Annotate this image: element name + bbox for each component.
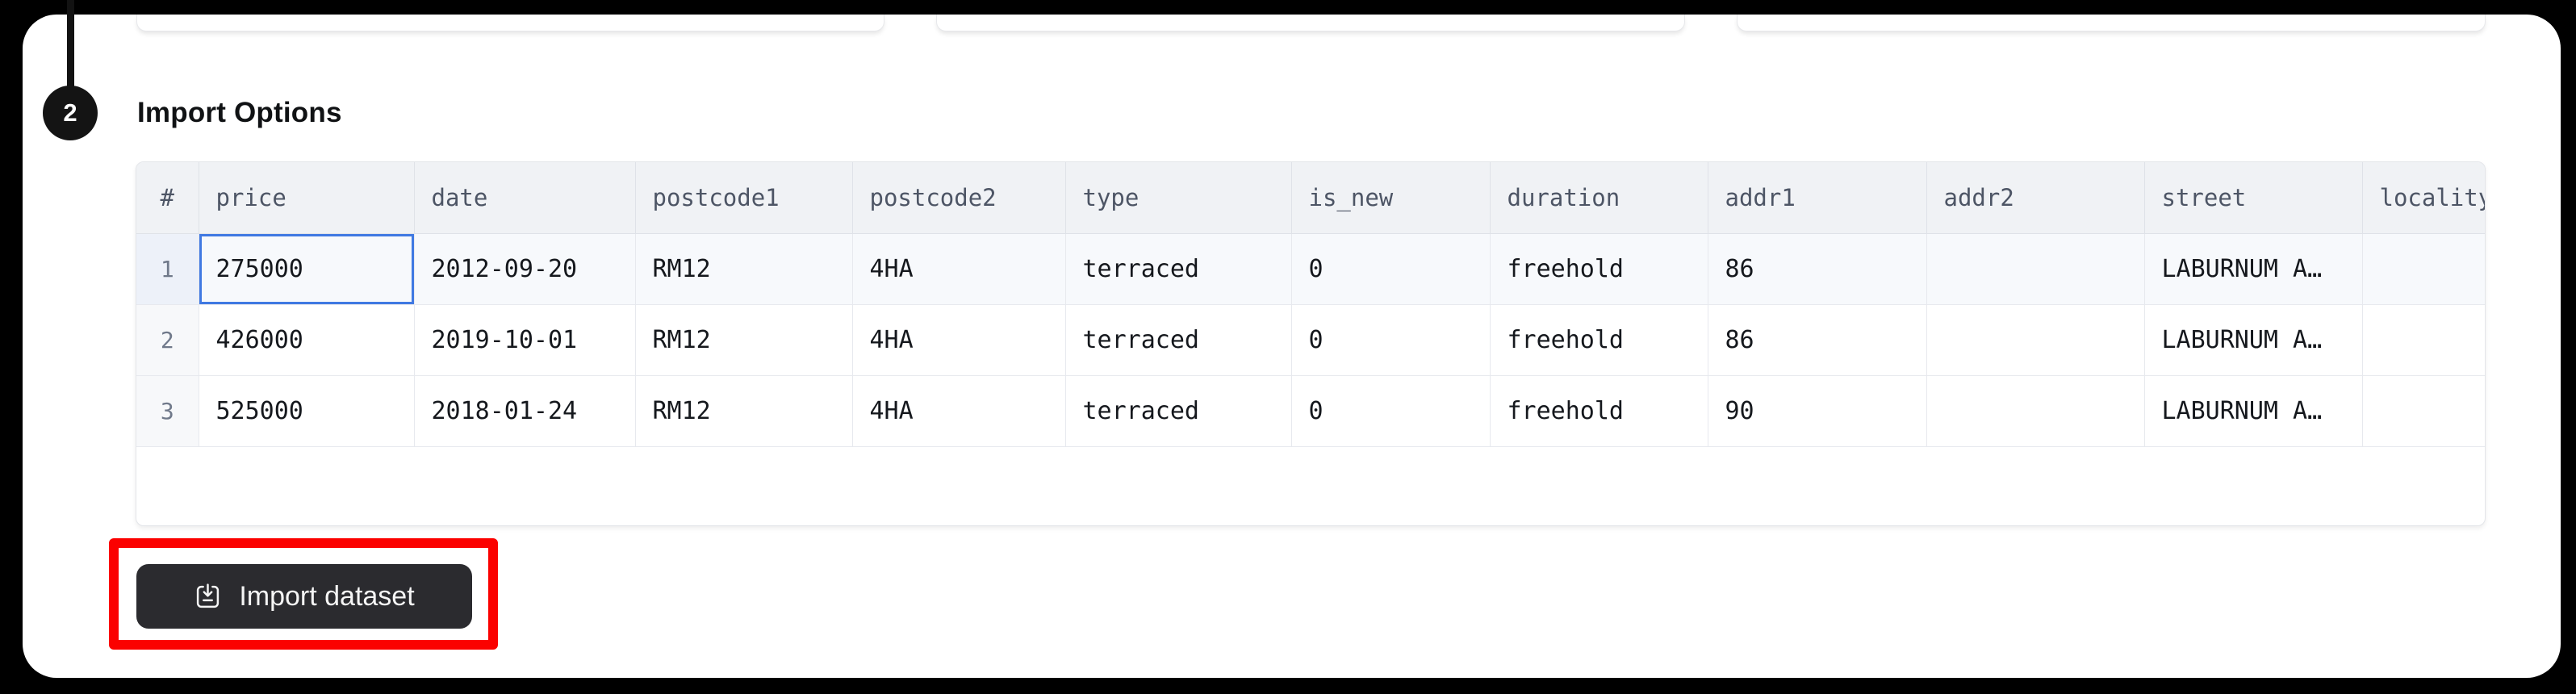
row-number: 3 xyxy=(136,375,199,447)
truncated-card-1 xyxy=(136,15,884,31)
annotation-highlight-box xyxy=(109,538,498,650)
cell-price[interactable]: 275000 xyxy=(199,233,415,305)
cell-postcode1[interactable]: RM12 xyxy=(635,375,853,447)
cell-type[interactable]: terraced xyxy=(1065,233,1292,305)
row-number: 1 xyxy=(136,233,199,305)
cell-type[interactable]: terraced xyxy=(1065,304,1292,376)
column-header-addr2: addr2 xyxy=(1926,162,2145,234)
preview-table: # price date postcode1 postcode2 type is_new du… xyxy=(136,162,2485,447)
cell-date[interactable]: 2012-09-20 xyxy=(414,233,636,305)
column-header-rownum: # xyxy=(136,162,199,234)
column-header-addr1: addr1 xyxy=(1708,162,1927,234)
cell-price[interactable]: 525000 xyxy=(199,375,415,447)
cell-postcode1[interactable]: RM12 xyxy=(635,233,853,305)
column-header-duration: duration xyxy=(1490,162,1708,234)
table-row: 3 525000 2018-01-24 RM12 4HA terraced 0 freehol… xyxy=(136,375,2485,447)
cell-price[interactable]: 426000 xyxy=(199,304,415,376)
cell-street[interactable]: LABURNUM A… xyxy=(2144,233,2363,305)
cell-addr2[interactable] xyxy=(1926,304,2145,376)
cell-date[interactable]: 2018-01-24 xyxy=(414,375,636,447)
cell-duration[interactable]: freehold xyxy=(1490,375,1708,447)
import-preview-table: # price date postcode1 postcode2 type is_new du… xyxy=(136,161,2486,526)
import-dataset-button[interactable]: Import dataset xyxy=(136,564,472,629)
cell-postcode2[interactable]: 4HA xyxy=(852,304,1066,376)
cell-locality[interactable] xyxy=(2362,375,2485,447)
cell-street[interactable]: LABURNUM A… xyxy=(2144,375,2363,447)
download-icon xyxy=(194,583,222,611)
column-header-type: type xyxy=(1065,162,1292,234)
cell-addr2[interactable] xyxy=(1926,233,2145,305)
row-number: 2 xyxy=(136,304,199,376)
cell-is_new[interactable]: 0 xyxy=(1291,304,1491,376)
cell-type[interactable]: terraced xyxy=(1065,375,1292,447)
column-header-is_new: is_new xyxy=(1291,162,1491,234)
cell-postcode1[interactable]: RM12 xyxy=(635,304,853,376)
step-connector-line xyxy=(67,0,74,90)
cell-postcode2[interactable]: 4HA xyxy=(852,233,1066,305)
truncated-card-3 xyxy=(1737,15,2486,31)
cell-street[interactable]: LABURNUM A… xyxy=(2144,304,2363,376)
cell-is_new[interactable]: 0 xyxy=(1291,375,1491,447)
column-header-postcode2: postcode2 xyxy=(852,162,1066,234)
column-header-date: date xyxy=(414,162,636,234)
table-row: 1 275000 2012-09-20 RM12 4HA terraced 0 freehol… xyxy=(136,233,2485,305)
cell-addr1[interactable]: 86 xyxy=(1708,304,1927,376)
section-title: Import Options xyxy=(137,97,342,128)
table-header-row: # price date postcode1 postcode2 type is_new du… xyxy=(136,162,2485,234)
column-header-street: street xyxy=(2144,162,2363,234)
cell-addr1[interactable]: 86 xyxy=(1708,233,1927,305)
truncated-card-2 xyxy=(936,15,1685,31)
column-header-price: price xyxy=(199,162,415,234)
cell-locality[interactable] xyxy=(2362,233,2485,305)
step-badge: 2 xyxy=(43,86,98,140)
table-row: 2 426000 2019-10-01 RM12 4HA terraced 0 freehol… xyxy=(136,304,2485,376)
cell-locality[interactable] xyxy=(2362,304,2485,376)
step-number: 2 xyxy=(63,98,77,127)
column-header-locality: locality xyxy=(2362,162,2485,234)
cell-duration[interactable]: freehold xyxy=(1490,233,1708,305)
cell-addr2[interactable] xyxy=(1926,375,2145,447)
cell-postcode2[interactable]: 4HA xyxy=(852,375,1066,447)
cell-date[interactable]: 2019-10-01 xyxy=(414,304,636,376)
cell-is_new[interactable]: 0 xyxy=(1291,233,1491,305)
cell-addr1[interactable]: 90 xyxy=(1708,375,1927,447)
column-header-postcode1: postcode1 xyxy=(635,162,853,234)
import-dataset-button-label: Import dataset xyxy=(239,580,415,612)
cell-duration[interactable]: freehold xyxy=(1490,304,1708,376)
